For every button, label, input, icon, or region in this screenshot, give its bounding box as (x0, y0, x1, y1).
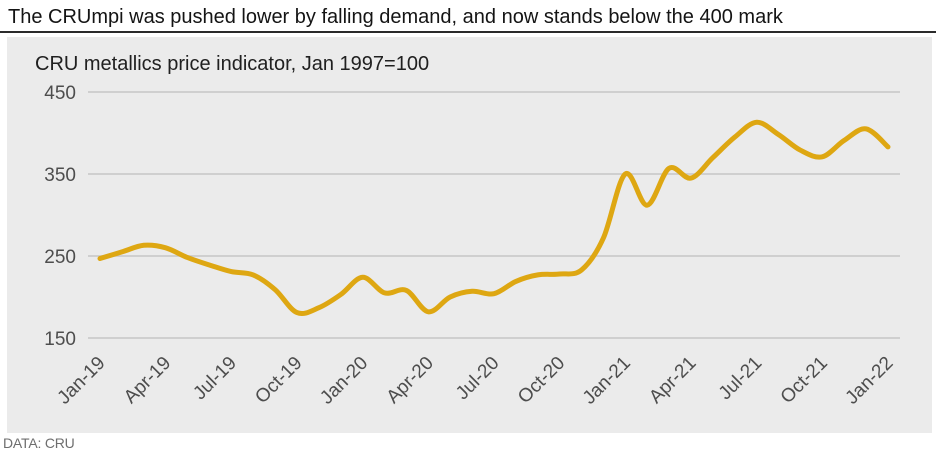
data-source-label: DATA: CRU (3, 435, 75, 451)
y-tick-label-150: 150 (44, 329, 76, 350)
title-divider (0, 31, 936, 33)
y-tick-label-250: 250 (44, 247, 76, 268)
x-tick-label-Jul-21: Jul-21 (715, 353, 766, 404)
x-tick-label-Jan-21: Jan-21 (579, 353, 635, 409)
x-tick-label-Jan-22: Jan-22 (842, 353, 898, 409)
chart-title: The CRUmpi was pushed lower by falling d… (8, 6, 783, 28)
x-tick-label-Jan-19: Jan-19 (54, 353, 110, 409)
y-tick-label-450: 450 (44, 83, 76, 104)
x-tick-label-Oct-20: Oct-20 (514, 353, 569, 408)
x-tick-label-Apr-21: Apr-21 (645, 353, 700, 408)
x-tick-label-Oct-21: Oct-21 (777, 353, 832, 408)
x-tick-label-Jul-19: Jul-19 (189, 353, 240, 404)
chart-panel (7, 37, 932, 433)
x-tick-label-Apr-19: Apr-19 (120, 353, 175, 408)
x-tick-label-Apr-20: Apr-20 (383, 353, 438, 408)
crumpi-series-line (97, 119, 891, 317)
y-tick-label-350: 350 (44, 165, 76, 186)
x-tick-label-Jan-20: Jan-20 (316, 353, 372, 409)
chart-subtitle: CRU metallics price indicator, Jan 1997=… (35, 53, 430, 75)
x-tick-label-Jul-20: Jul-20 (452, 353, 503, 404)
x-tick-label-Oct-19: Oct-19 (251, 353, 306, 408)
